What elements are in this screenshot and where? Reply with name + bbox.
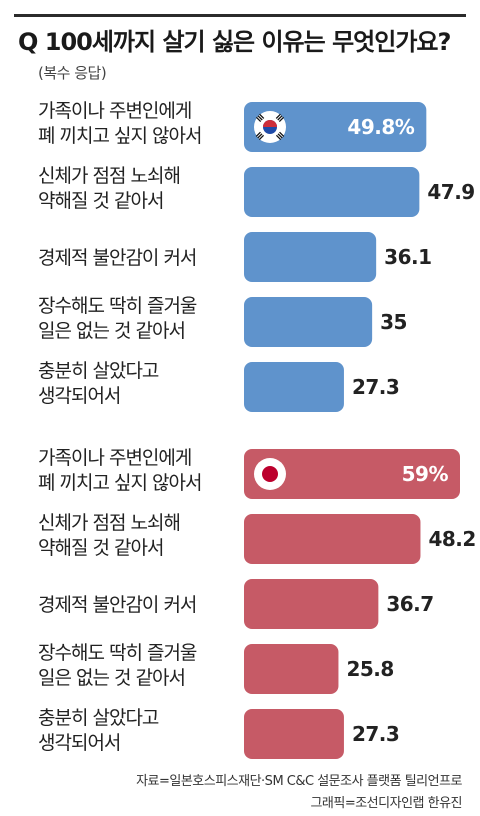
data-label: 49.8%	[347, 115, 414, 139]
data-label: 27.3	[352, 375, 399, 399]
bar	[244, 579, 379, 629]
category-label: 가족이나 주변인에게	[38, 447, 191, 469]
bar	[244, 362, 344, 412]
graphic-credit: 그래픽=조선디자인랩 한유진	[310, 796, 462, 811]
category-label: 장수해도 딱히 즐거울	[38, 295, 197, 317]
bar	[244, 232, 377, 282]
category-label: 경제적 불안감이 커서	[38, 247, 196, 269]
chart-title: Q 100세까지 살기 싫은 이유는 무엇인가요?	[18, 28, 451, 56]
category-label: 경제적 불안감이 커서	[38, 594, 196, 616]
bar	[244, 167, 420, 217]
source-credit: 자료=일본호스피스재단·SM C&C 설문조사 플랫폼 틸리언프로	[136, 774, 462, 789]
data-label: 27.3	[352, 722, 399, 746]
data-label: 48.2	[428, 527, 475, 551]
bar	[244, 514, 421, 564]
category-label: 충분히 살았다고	[38, 707, 159, 729]
data-label: 36.7	[386, 592, 433, 616]
data-label: 59%	[402, 462, 449, 486]
korea-flag-icon	[254, 111, 286, 143]
category-label: 약해질 것 같아서	[38, 190, 163, 212]
category-label: 폐 끼치고 싶지 않아서	[38, 472, 201, 494]
japan-flag-icon	[254, 458, 286, 490]
category-label: 가족이나 주변인에게	[38, 100, 191, 122]
category-label: 폐 끼치고 싶지 않아서	[38, 125, 201, 147]
category-label: 일은 없는 것 같아서	[38, 320, 185, 342]
bar	[244, 297, 373, 347]
data-label: 35	[380, 310, 407, 334]
bar	[244, 644, 339, 694]
category-label: 장수해도 딱히 즐거울	[38, 642, 197, 664]
top-rule	[14, 14, 466, 17]
category-label: 약해질 것 같아서	[38, 537, 163, 559]
data-label: 36.1	[384, 245, 431, 269]
data-label: 25.8	[346, 657, 393, 681]
category-label: 일은 없는 것 같아서	[38, 667, 185, 689]
bar	[244, 709, 344, 759]
category-label: 생각되어서	[38, 732, 120, 754]
category-label: 신체가 점점 노쇠해	[38, 512, 180, 534]
category-label: 생각되어서	[38, 385, 120, 407]
chart-subtitle: (복수 응답)	[38, 64, 107, 82]
data-label: 47.9	[427, 180, 474, 204]
category-label: 충분히 살았다고	[38, 360, 159, 382]
category-label: 신체가 점점 노쇠해	[38, 165, 180, 187]
bar	[244, 449, 460, 499]
bar	[244, 102, 427, 152]
